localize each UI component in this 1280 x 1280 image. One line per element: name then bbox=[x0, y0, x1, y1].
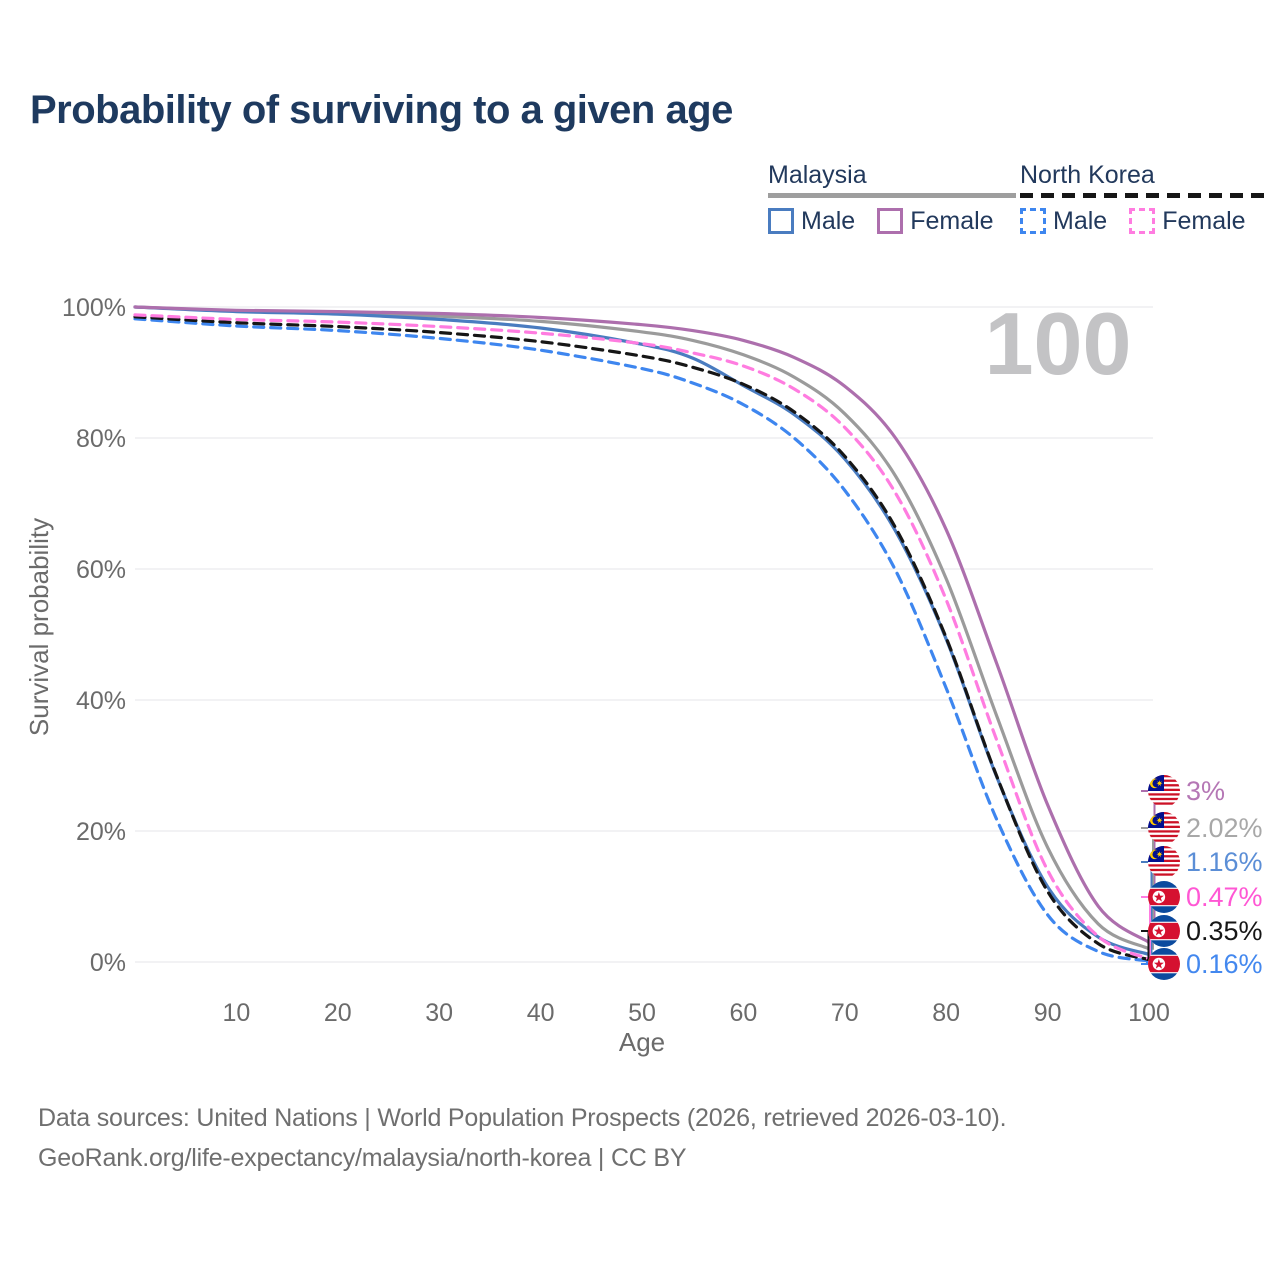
legend-group-north-korea: North Korea Male Female bbox=[1020, 161, 1268, 236]
label-connector-north-korea-male bbox=[1141, 961, 1148, 965]
x-tick-label: 80 bbox=[932, 999, 960, 1027]
x-tick-label: 90 bbox=[1034, 999, 1062, 1027]
end-value-label-north-korea-total: 0.35% bbox=[1186, 916, 1263, 946]
y-tick-label: 40% bbox=[76, 687, 126, 715]
end-value-label-malaysia-male: 1.16% bbox=[1186, 847, 1263, 877]
legend-item-label: Male bbox=[1053, 206, 1108, 235]
end-value-label-north-korea-male: 0.16% bbox=[1186, 949, 1263, 979]
y-axis-title: Survival probability bbox=[24, 518, 54, 736]
y-tick-label: 80% bbox=[76, 425, 126, 453]
legend-item-north-korea-female[interactable]: Female bbox=[1129, 206, 1246, 236]
chart-legend: Malaysia Male Female North Korea Male bbox=[0, 161, 1280, 252]
label-connector-north-korea-total bbox=[1141, 930, 1150, 961]
watermark-age-100: 100 bbox=[985, 294, 1132, 393]
legend-swatch-malaysia-female bbox=[877, 208, 904, 234]
x-tick-label: 100 bbox=[1128, 999, 1170, 1027]
legend-item-malaysia-male[interactable]: Male bbox=[768, 207, 855, 236]
x-tick-label: 10 bbox=[222, 999, 250, 1027]
legend-item-north-korea-male[interactable]: Male bbox=[1020, 207, 1107, 236]
legend-heading-north-korea: North Korea bbox=[1020, 161, 1155, 189]
legend-underline-north-korea bbox=[1020, 192, 1268, 198]
legend-items-malaysia: Male Female bbox=[768, 207, 1016, 236]
y-tick-label: 0% bbox=[90, 949, 126, 977]
x-tick-label: 20 bbox=[324, 999, 352, 1027]
x-tick-label: 30 bbox=[425, 999, 453, 1027]
legend-item-label: Male bbox=[801, 206, 856, 235]
legend-swatch-north-korea-female bbox=[1129, 208, 1156, 234]
y-tick-label: 100% bbox=[62, 294, 126, 322]
curve-north-korea-male bbox=[133, 317, 1151, 963]
flag-icon-north-korea bbox=[1148, 881, 1180, 913]
flag-icon-malaysia bbox=[1148, 775, 1180, 807]
x-tick-label: 40 bbox=[527, 999, 555, 1027]
legend-swatch-malaysia-male bbox=[768, 208, 794, 234]
legend-swatch-north-korea-male bbox=[1020, 208, 1046, 234]
flag-icon-malaysia bbox=[1148, 846, 1180, 878]
x-axis-title: Age bbox=[619, 1027, 665, 1057]
end-value-label-malaysia-female: 3% bbox=[1186, 776, 1225, 806]
flag-icon-malaysia bbox=[1148, 812, 1180, 844]
x-tick-label: 50 bbox=[628, 999, 656, 1027]
curve-malaysia-female bbox=[133, 305, 1151, 944]
end-value-label-north-korea-female: 0.47% bbox=[1186, 882, 1263, 912]
attribution-line: GeoRank.org/life-expectancy/malaysia/nor… bbox=[38, 1144, 687, 1172]
x-tick-label: 60 bbox=[729, 999, 757, 1027]
legend-item-malaysia-female[interactable]: Female bbox=[877, 206, 994, 236]
flag-icon-north-korea bbox=[1148, 915, 1180, 947]
legend-item-label: Female bbox=[1162, 206, 1246, 235]
curve-malaysia-male bbox=[133, 305, 1151, 956]
legend-underline-malaysia bbox=[768, 192, 1016, 198]
y-tick-label: 60% bbox=[76, 556, 126, 584]
curve-north-korea-total bbox=[133, 315, 1151, 962]
data-sources-line: Data sources: United Nations | World Pop… bbox=[38, 1104, 1007, 1132]
legend-group-malaysia: Malaysia Male Female bbox=[768, 161, 1016, 236]
y-tick-label: 20% bbox=[76, 818, 126, 846]
x-tick-label: 70 bbox=[831, 999, 859, 1027]
end-value-label-malaysia-total: 2.02% bbox=[1186, 813, 1263, 843]
curve-north-korea-female bbox=[133, 313, 1151, 961]
legend-item-label: Female bbox=[910, 206, 994, 235]
chart-title: Probability of surviving to a given age bbox=[30, 88, 733, 132]
legend-items-north-korea: Male Female bbox=[1020, 207, 1268, 236]
flag-icon-north-korea bbox=[1148, 948, 1180, 980]
legend-heading-malaysia: Malaysia bbox=[768, 161, 867, 189]
curve-malaysia-total bbox=[133, 305, 1151, 951]
